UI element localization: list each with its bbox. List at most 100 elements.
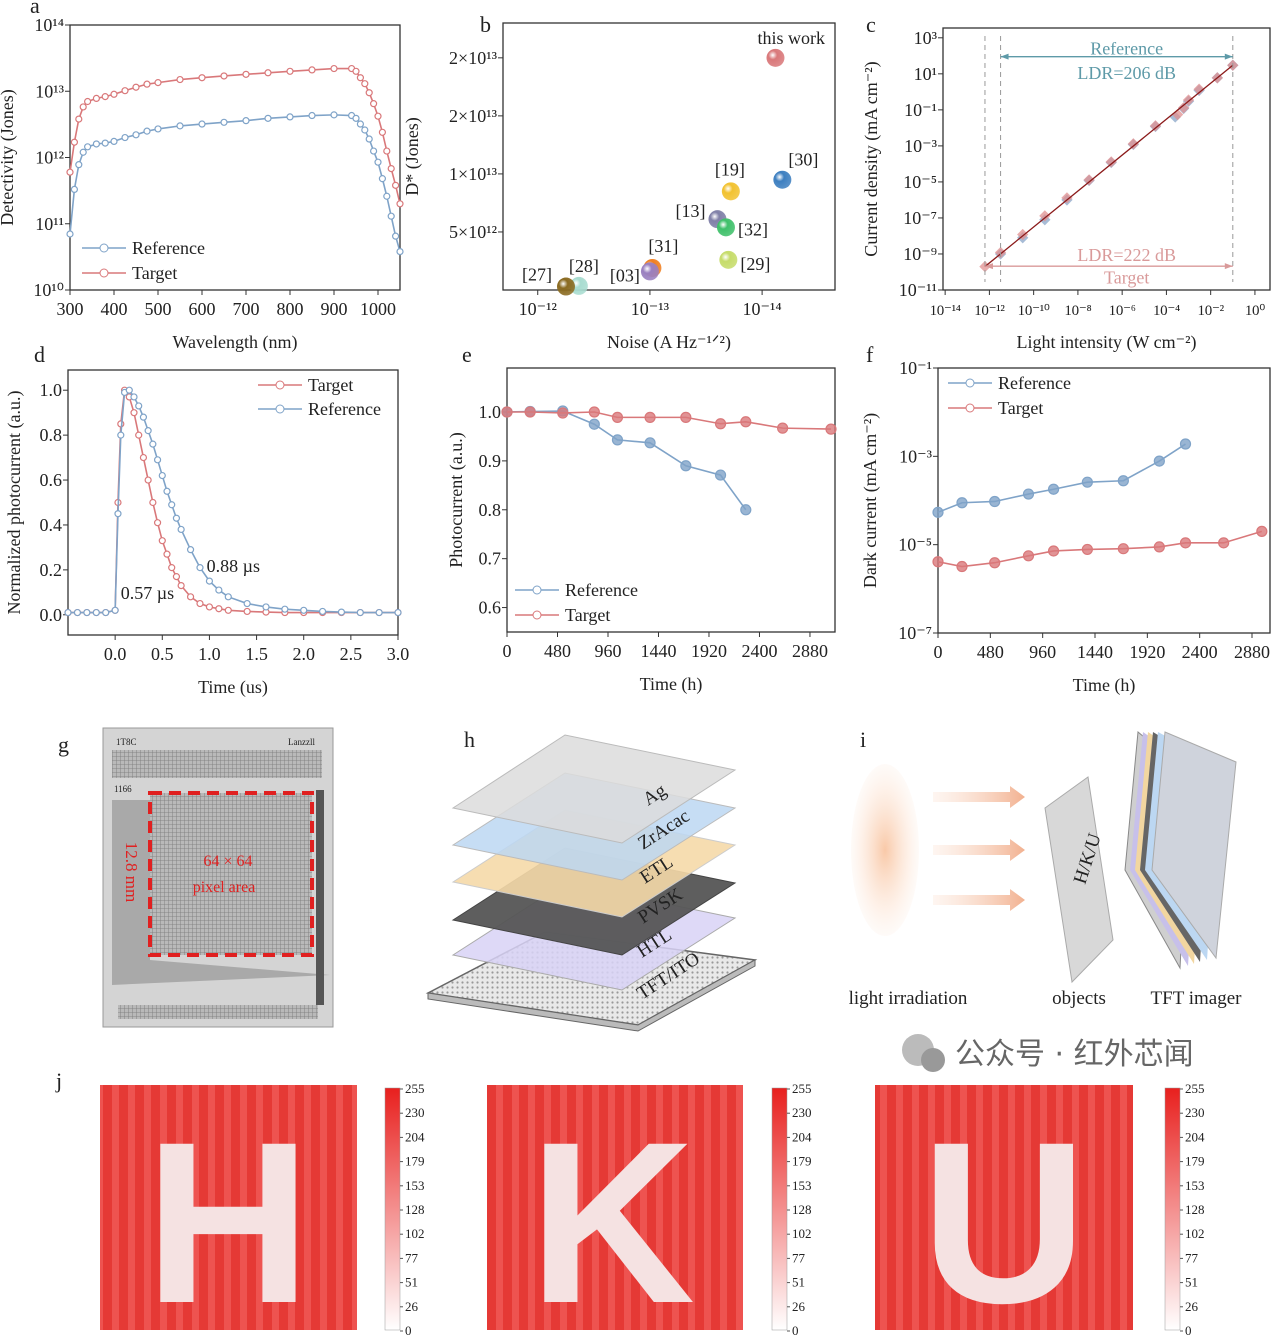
x-tick-label: 480: [544, 641, 571, 661]
colorbar-tick-label: 204: [792, 1129, 812, 1144]
data-point: [740, 416, 752, 428]
heatmap-letter: H: [145, 1094, 311, 1342]
layer-tft-ito-edge: [427, 959, 756, 1032]
x-tick-label: 1920: [1129, 642, 1165, 662]
y-tick-label: 0.7: [479, 549, 502, 569]
data-point: [318, 607, 327, 616]
y-axis-label: Normalized photocurrent (a.u.): [4, 391, 25, 615]
label-objects: objects: [1052, 988, 1106, 1009]
x-tick-label: 960: [594, 641, 621, 661]
y-tick-label: 10¹⁴: [34, 15, 64, 35]
colorbar-tick-label: 204: [405, 1129, 425, 1144]
arrowhead-icon: [1224, 263, 1233, 270]
data-point: [365, 135, 373, 143]
data-point: [956, 560, 968, 573]
data-point: [130, 409, 138, 417]
panel-letter-g: g: [58, 732, 69, 757]
panel-a: 300 400 500 600 700 800 900 1000 10¹⁰ 10¹¹ 10¹² 10¹…: [0, 15, 404, 353]
data-point: [132, 131, 140, 139]
data-point: [1149, 120, 1162, 132]
range-label: LDR=206 dB: [1077, 63, 1176, 83]
data-point: [1179, 438, 1192, 450]
light-arrows: [933, 786, 1025, 911]
y-axis-label: Current density (mA cm⁻²): [861, 61, 882, 256]
colorbar: [384, 1087, 401, 1331]
x-tick-label: 10⁻⁸: [1064, 303, 1091, 319]
colorbar-tick-label: 26: [792, 1299, 806, 1314]
data-point: [1017, 228, 1029, 241]
colorbar-tick-label: 102: [792, 1226, 812, 1241]
data-point: [176, 122, 184, 130]
data-point: [92, 94, 101, 102]
x-axis-label: Time (us): [198, 677, 268, 698]
legend-marker: [275, 380, 285, 390]
chip-label-top-left: 1T8C: [116, 737, 137, 747]
data-point: [611, 411, 624, 423]
data-point: [1081, 543, 1093, 556]
data-point: [588, 418, 600, 430]
data-point: [330, 64, 338, 73]
x-tick-label: 900: [321, 299, 348, 319]
y-tick-label: 0.9: [479, 451, 502, 471]
y-tick-label: 10¹: [914, 64, 937, 84]
colorbar-tick-label: 77: [405, 1250, 419, 1265]
legend-marker: [532, 610, 542, 620]
chip-bottom-pads: [118, 1005, 318, 1019]
colorbar-tick-label: 204: [1185, 1129, 1205, 1144]
data-point: [365, 89, 373, 97]
x-tick-label: 10⁻⁶: [1109, 303, 1136, 319]
legend-item: Target: [948, 398, 1043, 418]
data-point: [557, 407, 569, 419]
series-line: [937, 443, 1186, 514]
colorbar-ticks: 255 230 204 179 153 128 102 77 51 26 0: [1180, 1081, 1205, 1338]
data-point: [66, 168, 74, 176]
data-point: [101, 139, 109, 147]
data-point: [177, 581, 185, 590]
data-point: [110, 90, 118, 98]
y-tick-label: 0.6: [40, 470, 63, 490]
data-point: [680, 411, 692, 423]
point-label: [29]: [740, 254, 770, 274]
data-point: [117, 420, 125, 428]
colorbar-tick-label: 255: [1185, 1081, 1205, 1096]
data-point: [144, 476, 152, 484]
data-point: [932, 506, 944, 518]
data-point: [158, 471, 166, 480]
y-tick-label: 1×10¹³: [449, 164, 498, 184]
colorbar-tick-label: 0: [405, 1323, 412, 1338]
x-tick-label: 2.5: [340, 644, 363, 664]
x-tick-label: 10⁻⁴: [1153, 303, 1180, 319]
data-point: [721, 182, 740, 201]
colorbar-tick-label: 0: [792, 1323, 799, 1338]
data-point: [378, 128, 386, 136]
data-point: [1256, 525, 1268, 537]
data-point: [370, 100, 378, 108]
panel-e: 0 480 960 1440 1920 2400 2880 0.6 0.7 0.8 0.9 1.0 Ti…: [446, 367, 837, 695]
colorbar-tick-label: 26: [405, 1299, 419, 1314]
series-target: [501, 406, 837, 435]
x-tick-label: 1.5: [245, 644, 268, 664]
data-point: [205, 603, 214, 611]
data-point: [556, 277, 575, 296]
colorbar-tick-label: 102: [405, 1226, 425, 1241]
y-tick-label: 10⁻⁷: [898, 623, 932, 643]
y-tick-label: 0.0: [40, 605, 63, 625]
colorbar-tick-label: 51: [792, 1275, 805, 1290]
data-point: [110, 137, 118, 145]
data-point: [956, 497, 968, 509]
data-point: [719, 250, 738, 269]
data-point: [264, 69, 272, 77]
data-point: [196, 599, 204, 608]
chip-label-side: 1166: [114, 784, 132, 794]
chip-label-top-right: Lanzzll: [288, 737, 315, 747]
data-point: [215, 586, 223, 594]
arrow-icon: [933, 889, 1025, 911]
data-point: [198, 120, 206, 128]
x-tick-label: 0.0: [104, 644, 127, 664]
dimension-label: 12.8 mm: [122, 842, 141, 902]
data-point: [205, 577, 214, 585]
heatmap-background: [875, 1085, 1133, 1330]
light-source-icon: [851, 764, 919, 936]
data-point: [1081, 476, 1093, 488]
data-point: [370, 147, 378, 155]
